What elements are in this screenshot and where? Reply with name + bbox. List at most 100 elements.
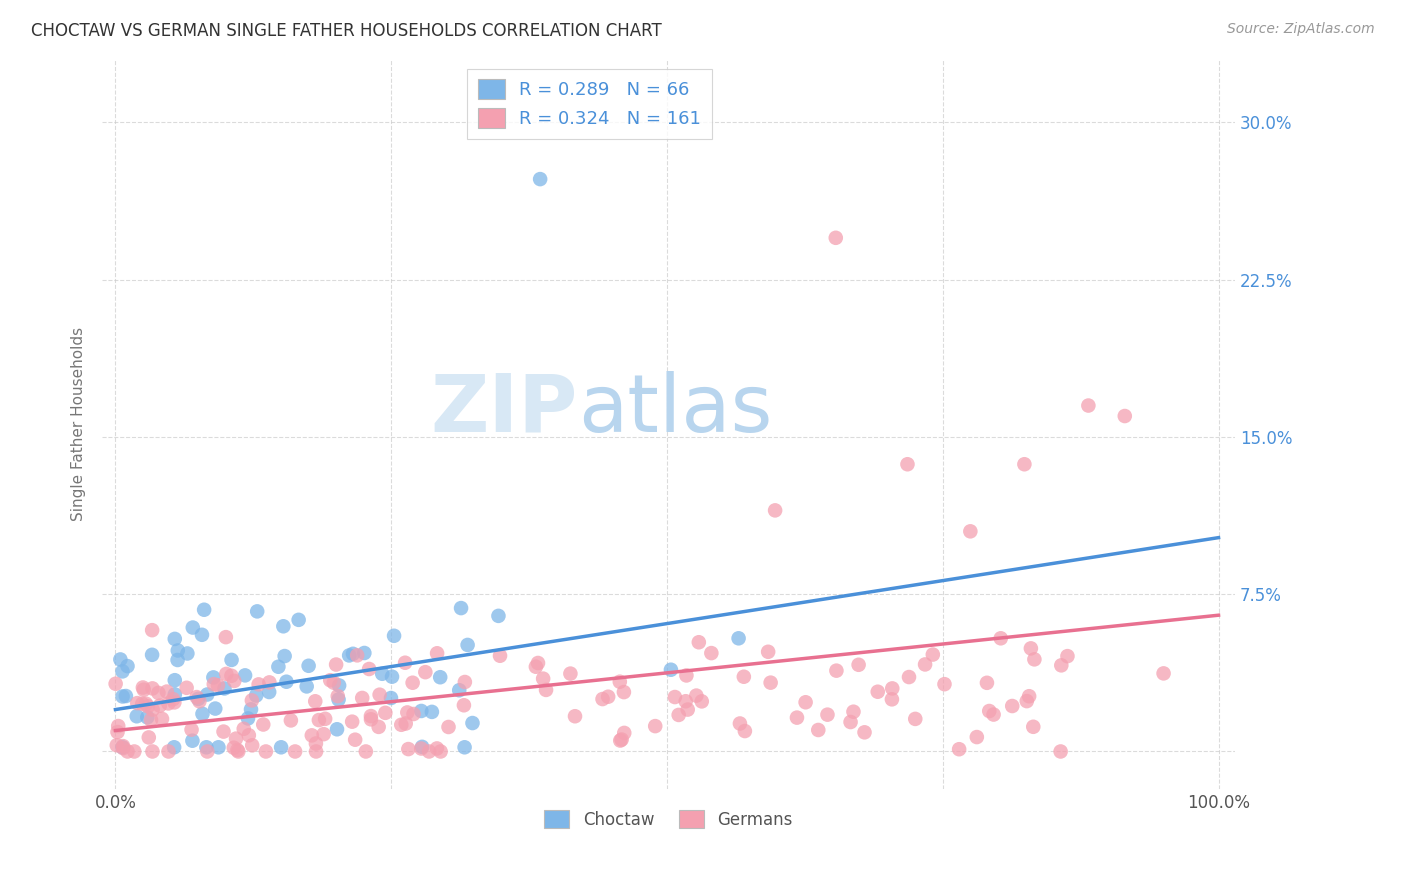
Point: [613, 685, 636, 699]
Point: [1019, 641, 1042, 656]
Point: [207, 678, 229, 692]
Point: [489, 648, 512, 663]
Point: [163, 695, 186, 709]
Point: [186, 690, 208, 705]
Point: [644, 719, 666, 733]
Point: [610, 732, 633, 747]
Point: [112, 741, 135, 756]
Point: [734, 724, 756, 739]
Point: [325, 657, 347, 672]
Point: [396, 742, 419, 756]
Point: [453, 698, 475, 713]
Point: [117, 659, 139, 673]
Point: [181, 621, 204, 635]
Point: [287, 613, 309, 627]
Point: [389, 718, 412, 732]
Point: [450, 601, 472, 615]
Point: [380, 691, 402, 706]
Point: [166, 653, 188, 667]
Point: [187, 691, 209, 706]
Point: [675, 668, 697, 682]
Point: [225, 731, 247, 746]
Point: [415, 665, 437, 680]
Point: [1114, 409, 1136, 423]
Point: [534, 682, 557, 697]
Point: [564, 709, 586, 723]
Point: [353, 646, 375, 660]
Point: [148, 686, 170, 700]
Point: [232, 722, 254, 736]
Point: [401, 675, 423, 690]
Point: [898, 670, 921, 684]
Point: [966, 730, 988, 744]
Point: [866, 684, 889, 698]
Point: [156, 684, 179, 698]
Point: [202, 677, 225, 691]
Point: [259, 675, 281, 690]
Point: [411, 704, 433, 718]
Point: [437, 720, 460, 734]
Point: [352, 690, 374, 705]
Point: [308, 713, 330, 727]
Point: [914, 657, 936, 672]
Point: [786, 711, 808, 725]
Point: [904, 712, 927, 726]
Point: [112, 739, 135, 753]
Point: [149, 698, 172, 713]
Point: [105, 739, 128, 753]
Text: ZIP: ZIP: [430, 371, 578, 449]
Point: [176, 647, 198, 661]
Point: [880, 692, 903, 706]
Point: [367, 720, 389, 734]
Point: [131, 697, 153, 711]
Point: [202, 670, 225, 684]
Point: [142, 703, 165, 717]
Point: [733, 670, 755, 684]
Point: [305, 737, 328, 751]
Point: [328, 692, 350, 706]
Point: [453, 740, 475, 755]
Point: [273, 619, 295, 633]
Point: [267, 659, 290, 673]
Point: [191, 628, 214, 642]
Point: [314, 712, 336, 726]
Point: [295, 680, 318, 694]
Point: [245, 689, 267, 703]
Point: [411, 741, 433, 756]
Point: [613, 726, 636, 740]
Point: [817, 707, 839, 722]
Point: [162, 692, 184, 706]
Point: [328, 678, 350, 692]
Point: [284, 744, 307, 758]
Point: [240, 702, 263, 716]
Point: [111, 690, 134, 704]
Point: [326, 689, 349, 703]
Point: [763, 503, 786, 517]
Point: [132, 681, 155, 695]
Point: [226, 743, 249, 757]
Point: [592, 692, 614, 706]
Point: [420, 705, 443, 719]
Point: [150, 712, 173, 726]
Point: [948, 742, 970, 756]
Point: [344, 732, 367, 747]
Point: [107, 725, 129, 739]
Point: [139, 713, 162, 727]
Point: [560, 666, 582, 681]
Point: [842, 705, 865, 719]
Point: [322, 675, 344, 690]
Point: [207, 740, 229, 755]
Point: [359, 662, 381, 676]
Legend: Choctaw, Germans: Choctaw, Germans: [537, 804, 800, 836]
Point: [319, 673, 342, 688]
Point: [104, 677, 127, 691]
Point: [381, 670, 404, 684]
Point: [609, 733, 631, 747]
Point: [136, 710, 159, 724]
Point: [204, 701, 226, 715]
Point: [163, 740, 186, 755]
Point: [882, 681, 904, 696]
Point: [346, 648, 368, 663]
Y-axis label: Single Father Households: Single Father Households: [72, 327, 86, 522]
Point: [1015, 694, 1038, 708]
